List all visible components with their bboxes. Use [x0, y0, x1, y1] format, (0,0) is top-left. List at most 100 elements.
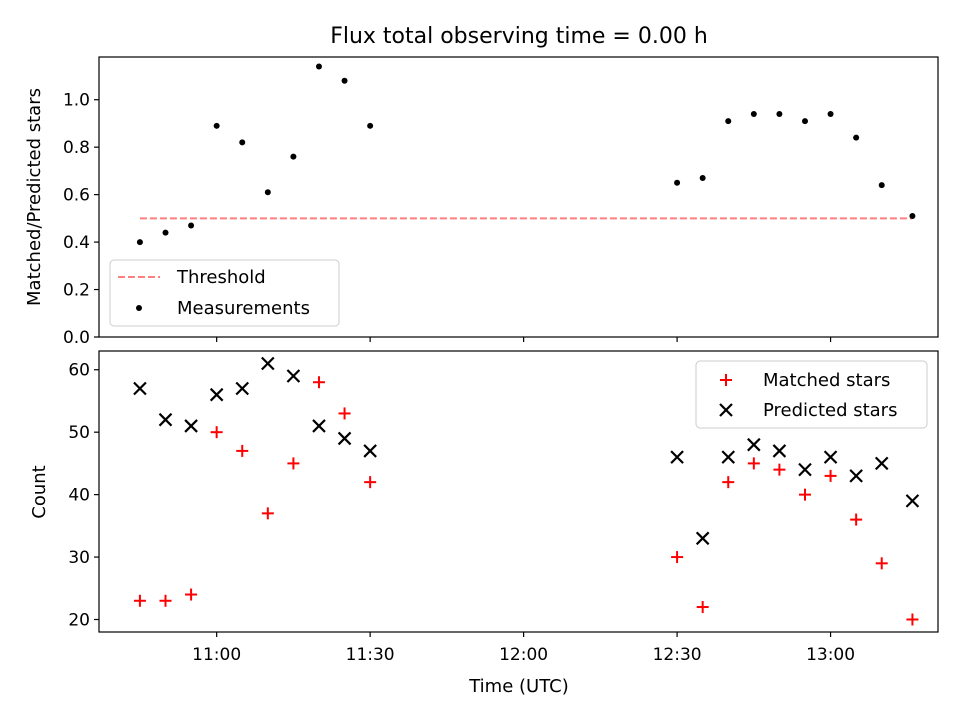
predicted-star-point	[721, 450, 736, 464]
top-y-tick-label: 0.6	[63, 186, 90, 206]
bottom-y-tick-label: 60	[68, 361, 90, 381]
predicted-star-point	[670, 450, 684, 464]
predicted-star-point-b	[158, 412, 173, 427]
matched-star-point	[364, 476, 377, 489]
matched-star-point	[696, 601, 709, 614]
measurement-point	[853, 134, 860, 141]
predicted-star-point-b	[286, 369, 301, 383]
measurement-point	[315, 63, 322, 70]
bottom-legend: Matched stars Predicted stars	[695, 360, 928, 429]
measurement-point	[290, 153, 297, 160]
measurement-point	[750, 110, 757, 117]
measurement-point	[878, 182, 885, 189]
threshold-legend-label: Threshold	[176, 267, 266, 288]
bottom-panel: 20 30 40 50 60 11:00 11:30 12:00 12:30 13:00 Match…	[68, 350, 939, 665]
x-tick-label: 12:00	[499, 645, 548, 665]
predicted-star-point	[133, 381, 147, 396]
measurement-point	[909, 212, 916, 219]
measurement-point	[239, 139, 246, 146]
measurement-point	[188, 222, 195, 229]
bottom-y-axis-label: Count	[29, 465, 50, 518]
measurement-point	[213, 122, 220, 129]
predicted-star-point-b	[312, 419, 326, 433]
predicted-star-point-b	[798, 462, 812, 477]
predicted-star-point	[772, 444, 787, 458]
measurement-point	[674, 179, 681, 186]
predicted-star-point	[874, 456, 889, 471]
top-legend: Threshold Measurements	[109, 259, 340, 327]
top-plot-frame	[98, 56, 939, 338]
measurement-point	[725, 118, 732, 125]
top-y-tick-label: 1.0	[63, 91, 90, 111]
bottom-y-tick-label: 50	[68, 423, 90, 443]
chart-title: Flux total observing time = 0.00 h	[330, 24, 708, 49]
predicted-star-point-b	[849, 469, 863, 483]
measurement-point	[367, 122, 374, 129]
x-tick-label: 11:30	[346, 645, 395, 665]
measurement-point	[264, 189, 271, 196]
bottom-legend-box	[695, 360, 928, 429]
matched-star-point	[261, 507, 274, 520]
predicted-star-point	[261, 356, 275, 371]
matched-star-point	[875, 557, 888, 570]
measurement-point	[827, 110, 834, 117]
top-legend-box	[109, 259, 340, 327]
predicted-star-point-b	[133, 381, 147, 396]
predicted-legend-label: Predicted stars	[763, 400, 897, 421]
measurements-legend-label: Measurements	[177, 298, 310, 319]
predicted-star-point	[905, 494, 920, 508]
predicted-star-point	[747, 437, 761, 452]
matched-star-point	[287, 457, 300, 470]
predicted-star-point	[798, 462, 812, 477]
predicted-star-point-b	[905, 494, 920, 508]
bottom-plot-frame	[98, 350, 939, 633]
predicted-star-point-b	[184, 419, 198, 433]
predicted-star-point	[823, 450, 838, 464]
measurement-point	[136, 239, 143, 246]
matched-star-point	[722, 476, 735, 489]
matched-star-point	[824, 469, 837, 482]
matched-star-point	[159, 594, 172, 607]
matched-star-point	[210, 426, 223, 439]
matched-star-point	[133, 594, 146, 607]
matched-star-point	[338, 407, 351, 420]
predicted-star-point-b	[670, 450, 684, 464]
matched-star-point	[236, 444, 249, 457]
x-tick-label: 11:00	[192, 645, 241, 665]
measurement-point	[162, 229, 169, 236]
predicted-star-point-b	[747, 437, 761, 452]
top-y-axis-label: Matched/Predicted stars	[24, 88, 45, 306]
predicted-star-point	[312, 419, 326, 433]
predicted-star-point	[849, 469, 863, 483]
predicted-legend-marker	[719, 403, 733, 417]
predicted-star-point	[184, 419, 198, 433]
top-panel: 0.0 0.2 0.4 0.6 0.8 1.0 Threshold Measurements	[63, 56, 939, 348]
top-y-tick-label: 0.2	[63, 281, 90, 301]
measurements-legend-marker	[136, 305, 142, 311]
measurement-point	[699, 175, 706, 182]
bottom-y-tick-label: 30	[68, 548, 90, 568]
matched-star-point	[850, 513, 863, 526]
matched-star-point	[671, 551, 684, 564]
predicted-star-point	[209, 387, 224, 402]
predicted-star-point	[695, 531, 710, 546]
matched-legend-marker	[720, 374, 732, 386]
predicted-star-point	[235, 381, 250, 396]
predicted-star-point-b	[209, 387, 224, 402]
predicted-star-point-b	[363, 444, 377, 458]
predicted-star-point-b	[772, 444, 787, 458]
bottom-y-tick-label: 40	[68, 486, 90, 506]
top-y-tick-label: 0.0	[63, 328, 90, 348]
x-tick-label: 12:30	[653, 645, 702, 665]
top-y-tick-label: 0.8	[63, 138, 90, 158]
predicted-star-point-b	[261, 356, 275, 371]
x-tick-label: 13:00	[806, 645, 855, 665]
matched-star-point	[906, 613, 919, 626]
predicted-star-point-b	[874, 456, 889, 471]
measurement-point	[801, 118, 808, 125]
matched-star-point	[185, 588, 198, 601]
predicted-star-point	[363, 444, 377, 458]
matched-star-point	[747, 457, 760, 470]
